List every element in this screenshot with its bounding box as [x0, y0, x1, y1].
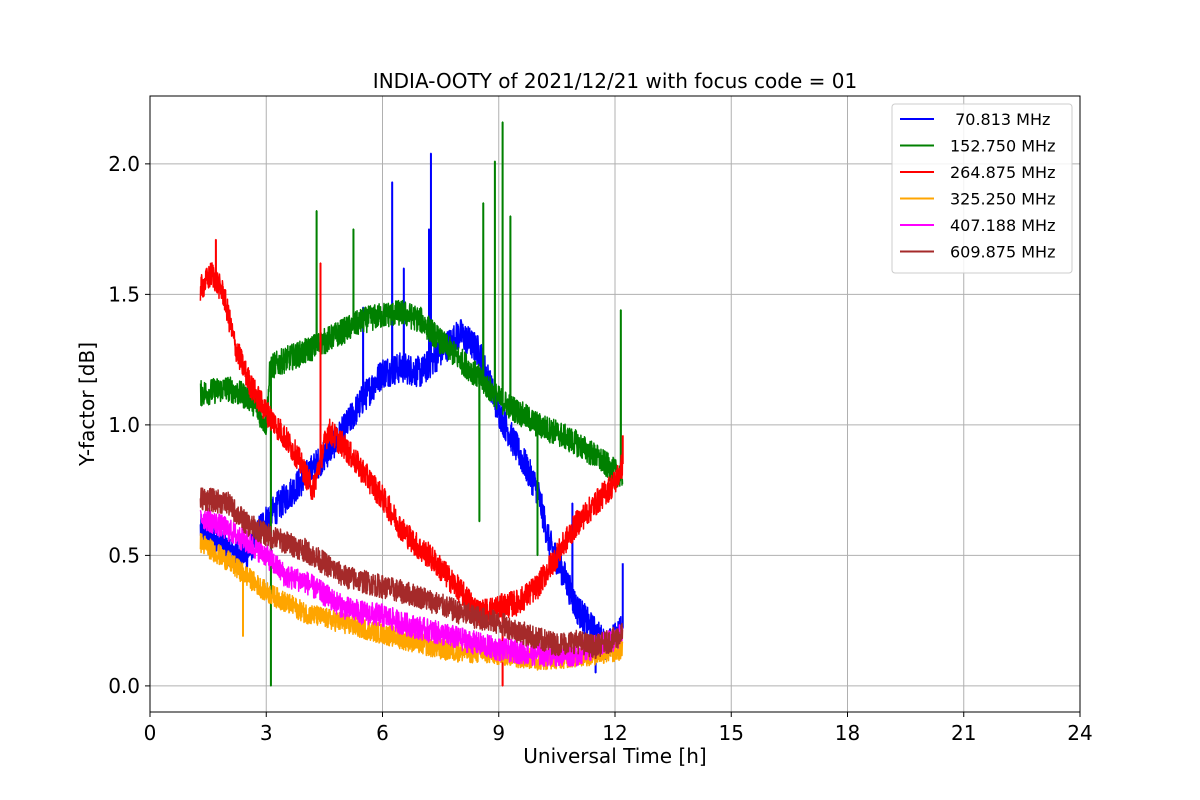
plot-area [199, 121, 624, 687]
x-tick-label: 12 [602, 721, 627, 745]
x-axis-label: Universal Time [h] [523, 744, 706, 768]
x-tick-label: 24 [1067, 721, 1092, 745]
y-tick-label: 1.0 [108, 413, 140, 437]
series-line-1 [199, 121, 624, 687]
x-tick-label: 18 [835, 721, 860, 745]
legend-entry: 325.250 MHz [950, 190, 1055, 209]
x-tick-label: 3 [260, 721, 273, 745]
x-tick-label: 6 [376, 721, 389, 745]
legend-entry: 264.875 MHz [950, 163, 1055, 182]
axis-ticks: 0 3 6 9 12 15 18 21 24 0.0 0.5 1.0 1.5 2.0 [108, 152, 1093, 745]
x-tick-label: 9 [492, 721, 505, 745]
legend-entry: 609.875 MHz [950, 243, 1055, 262]
y-tick-label: 0.0 [108, 674, 140, 698]
legend: 70.813 MHz 152.750 MHz 264.875 MHz 325.250 … [891, 103, 1073, 274]
legend-entry: 407.188 MHz [950, 216, 1055, 235]
x-tick-label: 21 [951, 721, 976, 745]
legend-entry: 152.750 MHz [950, 137, 1055, 156]
series-line-4 [199, 507, 624, 668]
legend-entry: 70.813 MHz [950, 110, 1050, 129]
series-line-5 [199, 487, 624, 660]
series-line-2 [199, 238, 624, 687]
legend-box [891, 103, 1073, 274]
chart-title: INDIA-OOTY of 2021/12/21 with focus code… [373, 69, 857, 93]
x-tick-label: 0 [144, 721, 157, 745]
y-tick-label: 2.0 [108, 152, 140, 176]
y-tick-label: 0.5 [108, 543, 140, 567]
y-axis-label: Y-factor [dB] [75, 342, 99, 467]
x-tick-label: 15 [719, 721, 744, 745]
y-tick-label: 1.5 [108, 282, 140, 306]
